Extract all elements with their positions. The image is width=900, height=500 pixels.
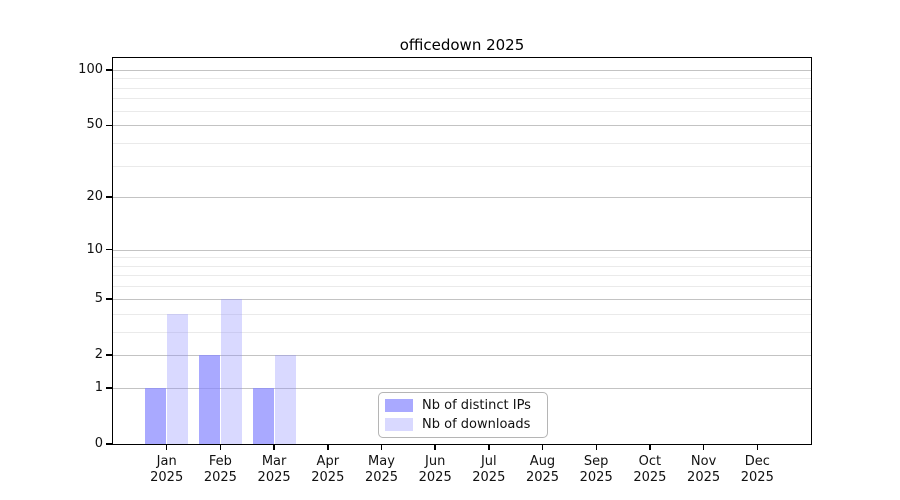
bar-jan-2025-nb-of-downloads — [167, 313, 189, 444]
y-tick-100 — [105, 69, 112, 71]
x-tick-label-aug-2025: Aug 2025 — [525, 454, 560, 485]
major-gridline-50 — [113, 125, 811, 127]
legend-swatch-downloads — [385, 418, 413, 431]
x-tick-label-feb-2025: Feb 2025 — [203, 454, 237, 485]
x-tick-label-jun-2025: Jun 2025 — [418, 454, 452, 485]
bar-mar-2025-nb-of-distinct-ips — [252, 387, 274, 444]
y-tick-2 — [105, 354, 112, 356]
x-tick-label-oct-2025: Oct 2025 — [633, 454, 667, 485]
major-gridline-2 — [113, 354, 811, 356]
y-tick-label-0: 0 — [94, 436, 103, 451]
major-gridline-20 — [113, 197, 811, 199]
x-tick-label-sep-2025: Sep 2025 — [579, 454, 613, 485]
minor-gridline-9 — [113, 257, 811, 259]
minor-gridline-90 — [113, 78, 811, 80]
legend: Nb of distinct IPs Nb of downloads — [378, 392, 548, 438]
x-tick-jan-2025 — [165, 444, 168, 450]
y-tick-0 — [105, 443, 112, 445]
bar-feb-2025-nb-of-downloads — [220, 298, 242, 444]
minor-gridline-6 — [113, 286, 811, 288]
x-tick-dec-2025 — [756, 444, 759, 450]
y-tick-1 — [105, 387, 112, 389]
y-tick-label-2: 2 — [94, 346, 103, 362]
plot-area: 0 1 2 5 10 20 50 100 Jan 2025 Feb 2025 Mar 2025 Apr… — [78, 57, 812, 485]
x-tick-apr-2025 — [327, 444, 329, 450]
minor-gridline-40 — [113, 142, 811, 144]
minor-gridline-3 — [113, 331, 811, 333]
bar-mar-2025-nb-of-downloads — [274, 354, 296, 444]
x-tick-nov-2025 — [702, 444, 705, 450]
y-tick-label-10: 10 — [86, 241, 103, 257]
x-tick-label-may-2025: May 2025 — [364, 454, 399, 485]
legend-item-distinct-ips: Nb of distinct IPs — [385, 398, 539, 413]
y-tick-10 — [105, 248, 112, 251]
chart-title: officedown 2025 — [399, 36, 525, 54]
major-gridline-100 — [113, 69, 811, 71]
legend-label-downloads: Nb of downloads — [422, 417, 531, 432]
x-tick-jun-2025 — [434, 444, 436, 450]
minor-gridline-7 — [113, 275, 811, 277]
x-tick-oct-2025 — [649, 444, 651, 450]
y-tick-20 — [105, 196, 112, 198]
major-gridline-10 — [113, 249, 811, 251]
minor-gridline-4 — [113, 313, 811, 315]
bar-feb-2025-nb-of-distinct-ips — [198, 354, 220, 444]
x-tick-mar-2025 — [273, 444, 275, 450]
x-tick-jul-2025 — [488, 444, 490, 450]
minor-gridline-60 — [113, 110, 811, 112]
major-gridline-5 — [113, 298, 811, 300]
y-tick-label-1: 1 — [94, 379, 103, 395]
x-tick-sep-2025 — [595, 444, 597, 450]
x-tick-feb-2025 — [219, 444, 222, 450]
x-tick-label-mar-2025: Mar 2025 — [257, 454, 291, 485]
x-tick-aug-2025 — [541, 444, 544, 450]
minor-gridline-70 — [113, 98, 811, 100]
y-tick-label-5: 5 — [94, 290, 103, 306]
y-tick-label-50: 50 — [86, 117, 103, 133]
y-tick-label-100: 100 — [78, 61, 103, 77]
legend-item-downloads: Nb of downloads — [385, 417, 539, 432]
x-tick-label-apr-2025: Apr 2025 — [311, 454, 345, 485]
major-gridline-1 — [113, 387, 811, 389]
x-tick-label-jan-2025: Jan 2025 — [150, 454, 184, 485]
minor-gridline-80 — [113, 87, 811, 89]
x-tick-label-nov-2025: Nov 2025 — [687, 454, 721, 485]
minor-gridline-30 — [113, 165, 811, 167]
y-tick-5 — [105, 298, 112, 300]
minor-gridline-8 — [113, 265, 811, 267]
bar-jan-2025-nb-of-distinct-ips — [145, 387, 167, 444]
x-tick-label-dec-2025: Dec 2025 — [740, 454, 774, 485]
legend-label-distinct-ips: Nb of distinct IPs — [422, 398, 531, 413]
x-tick-label-jul-2025: Jul 2025 — [472, 454, 506, 485]
x-tick-may-2025 — [380, 444, 383, 450]
legend-swatch-distinct-ips — [385, 399, 413, 412]
y-tick-50 — [105, 124, 112, 126]
y-tick-label-20: 20 — [86, 189, 103, 205]
